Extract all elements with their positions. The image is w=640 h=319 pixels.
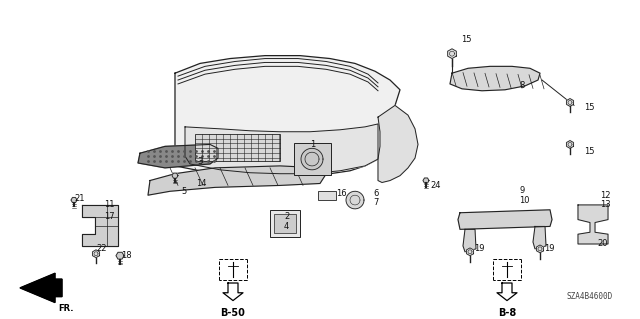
Polygon shape [301,148,323,170]
Polygon shape [378,105,418,182]
Text: 24: 24 [430,181,440,190]
Polygon shape [578,205,608,244]
Polygon shape [458,210,552,229]
Text: 9: 9 [519,186,524,195]
Polygon shape [450,66,540,91]
Polygon shape [566,141,573,148]
Text: 5: 5 [181,187,186,196]
Polygon shape [175,56,400,176]
Bar [318,191,336,200]
Polygon shape [536,245,543,253]
Polygon shape [467,248,474,256]
Bar [270,210,300,237]
Polygon shape [71,197,77,203]
Polygon shape [185,124,378,174]
Text: 2: 2 [284,212,289,221]
Text: B-8: B-8 [498,308,516,318]
Bar [274,214,296,233]
Text: 13: 13 [600,200,611,210]
Polygon shape [223,283,243,300]
Text: SZA4B4600D: SZA4B4600D [567,292,613,300]
Text: 8: 8 [519,81,524,90]
Text: 6: 6 [373,189,378,198]
Bar [195,134,280,161]
Text: 10: 10 [519,196,529,204]
Text: FR.: FR. [58,304,74,314]
Text: 19: 19 [544,244,554,253]
Polygon shape [497,283,517,300]
Text: 7: 7 [373,198,378,207]
Text: 19: 19 [474,244,484,253]
FancyBboxPatch shape [294,144,331,175]
Text: 15: 15 [461,34,472,43]
Polygon shape [82,205,118,246]
Text: 11: 11 [104,200,115,210]
Text: 18: 18 [121,251,132,260]
Polygon shape [566,99,573,106]
Text: 16: 16 [336,189,347,198]
Text: 4: 4 [284,222,289,231]
Polygon shape [533,226,546,249]
Polygon shape [463,229,476,252]
Polygon shape [423,178,429,183]
Polygon shape [20,273,62,302]
Text: 3: 3 [197,158,202,167]
Text: 12: 12 [600,191,611,200]
Text: 17: 17 [104,212,115,221]
Text: 14: 14 [196,179,207,188]
Polygon shape [138,145,218,168]
Text: 22: 22 [96,244,106,253]
Polygon shape [93,250,99,258]
Text: 15: 15 [584,103,595,112]
Polygon shape [148,166,325,195]
Polygon shape [447,49,456,59]
Text: 20: 20 [597,240,607,249]
Text: 1: 1 [310,140,316,149]
Text: B-50: B-50 [221,308,245,318]
Text: 15: 15 [584,147,595,156]
Polygon shape [116,252,124,259]
Text: 21: 21 [74,194,84,203]
Polygon shape [346,191,364,209]
Polygon shape [172,173,178,178]
